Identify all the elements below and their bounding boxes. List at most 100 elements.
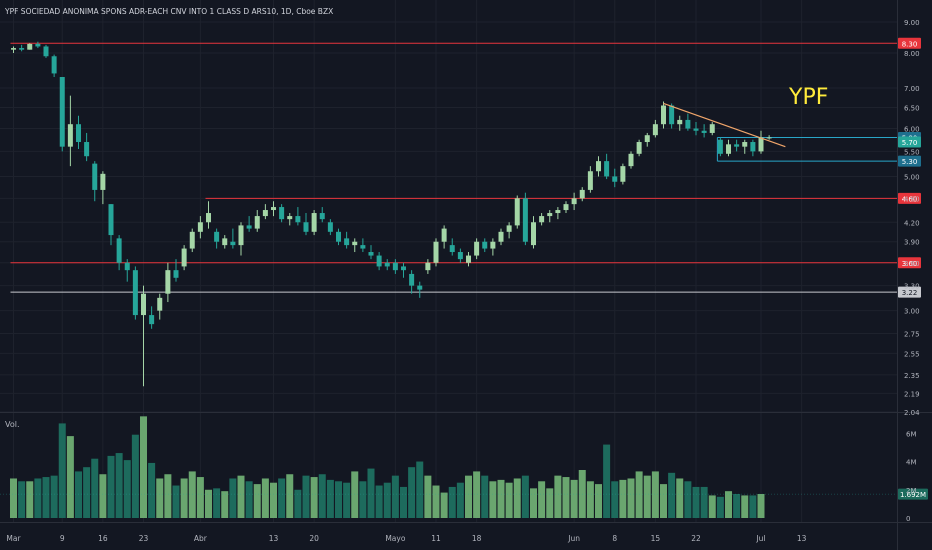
candle-body xyxy=(279,207,285,220)
volume-bar xyxy=(42,477,50,518)
candle-body xyxy=(181,248,187,267)
volume-bar xyxy=(716,496,724,518)
candle-body xyxy=(620,166,626,182)
level-label-tag xyxy=(898,37,921,49)
volume-bar xyxy=(440,492,448,518)
volume-bar xyxy=(196,477,204,518)
candle-body xyxy=(766,137,772,139)
volume-bar xyxy=(26,481,34,518)
candle-body xyxy=(189,231,195,249)
level-label: 3.60 xyxy=(902,260,918,268)
volume-bar xyxy=(375,485,383,518)
candle-body xyxy=(392,262,398,271)
candle-body xyxy=(457,252,463,260)
volume-bar xyxy=(270,482,277,518)
candle-body xyxy=(11,48,16,50)
candle-body xyxy=(100,173,106,190)
time-tick-label: Jul xyxy=(755,534,765,543)
volume-bar xyxy=(684,481,692,518)
volume-bar xyxy=(107,455,115,518)
volume-bar xyxy=(497,479,505,518)
candle-body xyxy=(303,222,309,232)
time-tick-label: 22 xyxy=(691,534,701,543)
candle-body xyxy=(726,144,731,154)
level-label: 8.30 xyxy=(902,40,918,48)
time-tick-label: Abr xyxy=(194,534,208,543)
candle-body xyxy=(709,124,715,133)
time-tick-label: Jun xyxy=(567,534,580,543)
candle-body xyxy=(319,213,325,220)
volume-bar xyxy=(50,475,58,518)
volume-bar xyxy=(456,482,464,518)
candle-body xyxy=(197,222,203,232)
candle-body xyxy=(35,43,41,47)
candle-body xyxy=(59,77,65,147)
candle-body xyxy=(116,238,122,263)
candle-body xyxy=(132,270,138,316)
candle-body xyxy=(271,207,276,211)
volume-bar xyxy=(58,423,66,518)
volume-bar xyxy=(359,481,367,518)
time-tick-label: Mayo xyxy=(385,534,406,543)
volume-bar xyxy=(140,416,147,518)
level-label-tag xyxy=(898,286,921,298)
ypf-annotation: YPF xyxy=(788,85,828,110)
candle-body xyxy=(506,225,512,232)
volume-bar xyxy=(400,486,407,518)
volume-bar xyxy=(318,474,326,518)
volume-bar xyxy=(221,491,229,518)
candle-body xyxy=(596,161,601,172)
volume-label: Vol. xyxy=(5,420,20,429)
candle-body xyxy=(498,231,504,242)
price-tick-label: 5.50 xyxy=(904,148,920,156)
candle-body xyxy=(401,266,406,271)
candle-body xyxy=(677,119,683,125)
candle-body xyxy=(141,293,146,316)
price-tick-label: 8.00 xyxy=(904,50,920,58)
candle-body xyxy=(742,142,748,147)
level-label-tag xyxy=(898,257,921,269)
candle-body xyxy=(693,128,699,131)
candle-body xyxy=(669,105,675,125)
volume-bar xyxy=(123,460,131,518)
volume-bar xyxy=(75,471,82,518)
candle-body xyxy=(750,142,756,152)
candle-body xyxy=(628,153,634,167)
candle-body xyxy=(652,124,658,136)
volume-bar xyxy=(432,485,440,518)
candle-body xyxy=(579,189,585,199)
time-tick-label: 23 xyxy=(139,534,149,543)
time-tick-label: 16 xyxy=(98,534,108,543)
time-tick-label: Mar xyxy=(6,534,21,543)
volume-tick-label: 4M xyxy=(906,459,917,467)
candle-body xyxy=(165,270,171,294)
candle-body xyxy=(717,139,723,154)
volume-bar xyxy=(749,495,757,518)
volume-bar xyxy=(611,481,619,518)
box-label-tag xyxy=(898,155,921,167)
candle-body xyxy=(352,241,358,246)
candle-body xyxy=(571,198,577,205)
volume-bar xyxy=(481,475,489,518)
candle-body xyxy=(449,245,455,253)
candle-body xyxy=(644,135,650,143)
candles xyxy=(11,41,772,387)
volume-bar xyxy=(505,482,513,518)
volume-bar xyxy=(448,486,456,518)
candle-body xyxy=(336,231,341,242)
time-tick-label: 13 xyxy=(797,534,807,543)
candle-body xyxy=(514,198,520,226)
candle-body xyxy=(149,315,155,325)
candle-body xyxy=(246,225,252,229)
volume-bar xyxy=(391,475,399,518)
candle-body xyxy=(76,124,81,143)
price-tick-label: 9.00 xyxy=(904,19,920,27)
price-tick-label: 3.90 xyxy=(904,239,920,247)
current-price-tag xyxy=(898,136,921,148)
candle-body xyxy=(441,228,447,242)
volume-bar xyxy=(367,468,375,518)
current-price-label: 5.70 xyxy=(902,139,918,147)
candle-body xyxy=(254,216,260,229)
price-tick-label: 4.20 xyxy=(904,219,920,227)
